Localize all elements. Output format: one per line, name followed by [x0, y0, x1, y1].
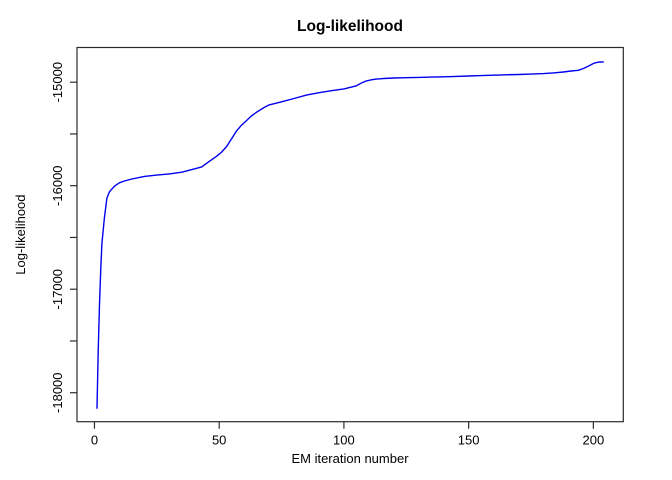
x-tick-label: 150	[458, 433, 480, 448]
loglikelihood-line	[96, 61, 604, 409]
y-axis-label: Log-likelihood	[13, 194, 28, 274]
x-tick-label: 100	[333, 433, 355, 448]
chart-title: Log-likelihood	[297, 18, 403, 35]
y-tick-label: -17000	[50, 269, 65, 309]
y-tick-label: -15000	[50, 62, 65, 102]
plot-area: 0 50 100 150 200 -18000 -17000 -16000 -15000	[50, 46, 624, 448]
x-tick-label: 0	[91, 433, 98, 448]
x-tick-label: 200	[583, 433, 605, 448]
plot-border	[76, 46, 624, 423]
y-tick-label: -18000	[50, 372, 65, 412]
y-tick-label: -16000	[50, 165, 65, 205]
x-tick-label: 50	[212, 433, 226, 448]
x-axis-label: EM iteration number	[291, 451, 409, 466]
